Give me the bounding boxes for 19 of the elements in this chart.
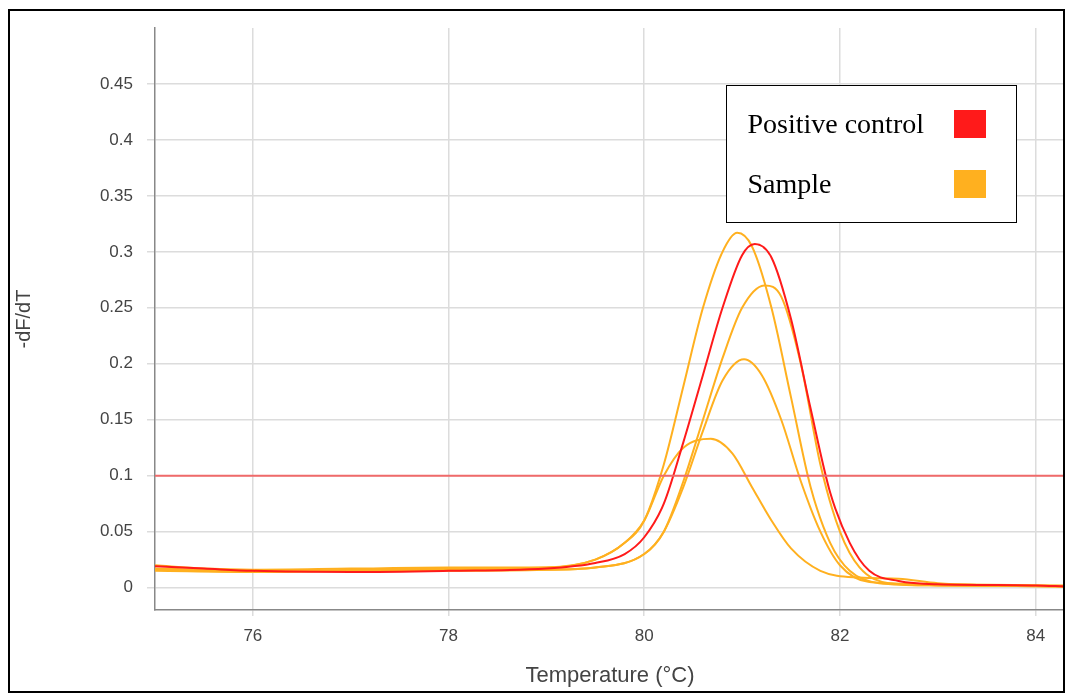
x-axis-title: Temperature (°C) <box>525 661 695 687</box>
x-tick-label: 84 <box>1026 625 1046 645</box>
x-tick-label: 76 <box>243 625 263 645</box>
y-tick-label: 0.4 <box>109 129 133 149</box>
y-tick-label: 0.3 <box>109 241 133 261</box>
x-tick-label: 80 <box>634 625 654 645</box>
y-tick-label: 0 <box>123 577 133 597</box>
x-tick-label: 82 <box>830 625 850 645</box>
y-tick-label: 0.1 <box>109 465 133 485</box>
y-tick-label: 0.35 <box>99 185 133 205</box>
y-tick-label: 0.2 <box>109 353 133 373</box>
x-tick-label: 78 <box>439 625 459 645</box>
series-label: Sample <box>747 168 832 200</box>
legend-label: Positive control <box>747 108 924 140</box>
y-axis-title: -dF/dT <box>11 289 34 349</box>
y-tick-label: 0.25 <box>99 297 133 317</box>
y-tick-label: 0.05 <box>99 521 133 541</box>
y-tick-label: 0.45 <box>99 73 133 93</box>
y-tick-label: 0.15 <box>99 409 133 429</box>
